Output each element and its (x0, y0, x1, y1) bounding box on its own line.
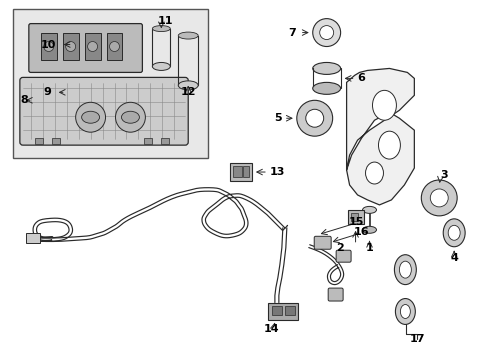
FancyBboxPatch shape (327, 288, 343, 301)
Ellipse shape (362, 206, 376, 213)
Bar (350, 213, 357, 221)
Ellipse shape (399, 261, 410, 278)
Circle shape (296, 100, 332, 136)
FancyBboxPatch shape (29, 24, 142, 72)
Bar (41, 32, 57, 60)
Text: 9: 9 (43, 87, 51, 97)
Circle shape (305, 109, 323, 127)
Text: 13: 13 (269, 167, 285, 177)
Text: 16: 16 (353, 227, 368, 237)
Bar (233, 166, 242, 177)
Bar (35, 138, 42, 144)
Circle shape (312, 19, 340, 46)
Bar (161, 138, 169, 144)
Bar (106, 32, 122, 60)
Bar (144, 138, 152, 144)
Bar (243, 166, 248, 177)
Bar (13, 9, 208, 158)
Ellipse shape (178, 32, 198, 39)
Ellipse shape (400, 305, 409, 319)
Ellipse shape (312, 62, 340, 75)
Ellipse shape (362, 226, 376, 233)
Ellipse shape (312, 82, 340, 94)
Circle shape (44, 41, 54, 51)
FancyBboxPatch shape (314, 236, 330, 249)
Ellipse shape (152, 26, 170, 32)
Text: 15: 15 (348, 217, 364, 227)
FancyBboxPatch shape (335, 250, 350, 262)
Ellipse shape (372, 90, 396, 120)
Bar (26, 233, 40, 243)
Ellipse shape (81, 111, 100, 123)
Ellipse shape (365, 162, 383, 184)
Text: 6: 6 (357, 73, 365, 84)
Ellipse shape (395, 298, 414, 324)
Ellipse shape (121, 111, 139, 123)
Bar (52, 138, 60, 144)
Bar (285, 306, 294, 315)
Text: 14: 14 (264, 324, 279, 334)
Ellipse shape (447, 225, 459, 240)
Text: 12: 12 (180, 87, 196, 97)
Ellipse shape (152, 62, 170, 71)
Circle shape (319, 26, 333, 40)
Text: 7: 7 (287, 28, 295, 37)
Text: 17: 17 (409, 334, 424, 345)
Bar (229, 163, 251, 181)
Bar (62, 32, 79, 60)
Text: 3: 3 (440, 170, 447, 180)
Bar (84, 32, 101, 60)
Text: 4: 4 (449, 253, 457, 263)
Ellipse shape (394, 255, 415, 285)
Circle shape (115, 102, 145, 132)
Circle shape (76, 102, 105, 132)
Text: 8: 8 (21, 95, 29, 105)
Ellipse shape (378, 131, 400, 159)
Text: 5: 5 (274, 113, 281, 123)
Text: 1: 1 (365, 243, 373, 253)
Bar (271, 306, 281, 315)
Circle shape (87, 41, 98, 51)
Circle shape (421, 180, 456, 216)
Text: 2: 2 (335, 243, 343, 253)
Circle shape (429, 189, 447, 207)
Circle shape (65, 41, 76, 51)
Text: 10: 10 (41, 40, 56, 50)
Bar (347, 210, 363, 224)
Ellipse shape (178, 81, 198, 90)
Bar (267, 302, 297, 320)
Text: 11: 11 (157, 15, 173, 26)
Ellipse shape (442, 219, 464, 247)
FancyBboxPatch shape (20, 77, 188, 145)
Polygon shape (346, 68, 413, 205)
Circle shape (109, 41, 119, 51)
